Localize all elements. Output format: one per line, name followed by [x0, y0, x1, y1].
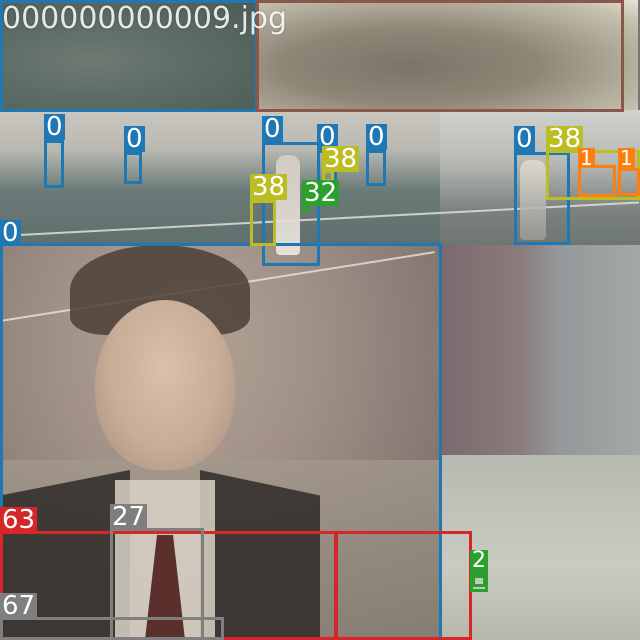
portrait-jacket-right — [200, 470, 320, 640]
detection-box — [578, 165, 616, 197]
detection-label: 67 — [0, 591, 38, 621]
detection-label: 0 — [514, 124, 535, 154]
detection-box — [366, 150, 386, 186]
tennis-player-figure — [276, 155, 300, 255]
portrait-face — [95, 300, 235, 470]
detection-label: 38 — [546, 124, 584, 154]
detection-label: 38 — [322, 144, 360, 174]
detection-label: 27 — [110, 502, 148, 532]
detection-label: 0 — [366, 122, 387, 152]
tile-food-closeup — [0, 0, 258, 110]
image-filename: 000000000009.jpg — [2, 1, 287, 36]
detection-label: 0 — [317, 122, 338, 152]
tile-bread-closeup — [258, 0, 638, 110]
detection-box — [44, 140, 64, 188]
detection-box — [256, 0, 624, 112]
detection-box — [334, 531, 472, 640]
detection-label: 1 — [578, 146, 595, 170]
detection-box — [250, 200, 276, 246]
detection-label: 0 — [0, 218, 21, 248]
detection-label: 1 — [618, 146, 635, 170]
detection-label: 38 — [250, 172, 288, 202]
detection-box — [124, 152, 142, 184]
detection-box — [618, 168, 640, 196]
detection-box — [0, 617, 224, 640]
detection-label: 32 — [302, 178, 340, 208]
tennis-player-figure — [520, 160, 546, 240]
tile-aerial-road — [440, 455, 640, 640]
detection-box — [470, 572, 488, 592]
detection-label: 0 — [124, 124, 145, 154]
detection-label: 0 — [44, 112, 65, 142]
detection-label: 0 — [262, 114, 283, 144]
detection-label: 63 — [0, 505, 38, 535]
tile-aerial-building — [440, 245, 640, 460]
detection-box — [472, 575, 486, 587]
detection-label: 2 — [470, 548, 488, 573]
